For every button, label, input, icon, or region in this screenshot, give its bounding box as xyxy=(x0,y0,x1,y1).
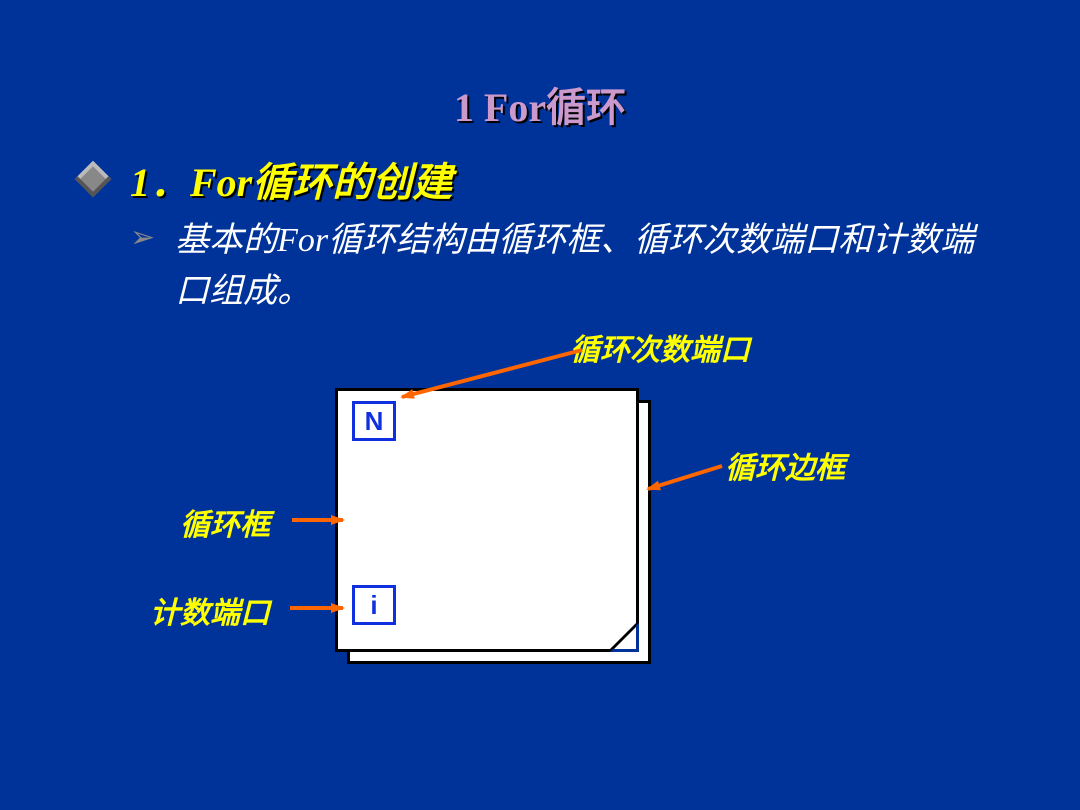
arrow-to-n-terminal xyxy=(402,350,582,397)
arrow-to-edge xyxy=(648,466,722,489)
callout-arrows xyxy=(0,0,1080,810)
